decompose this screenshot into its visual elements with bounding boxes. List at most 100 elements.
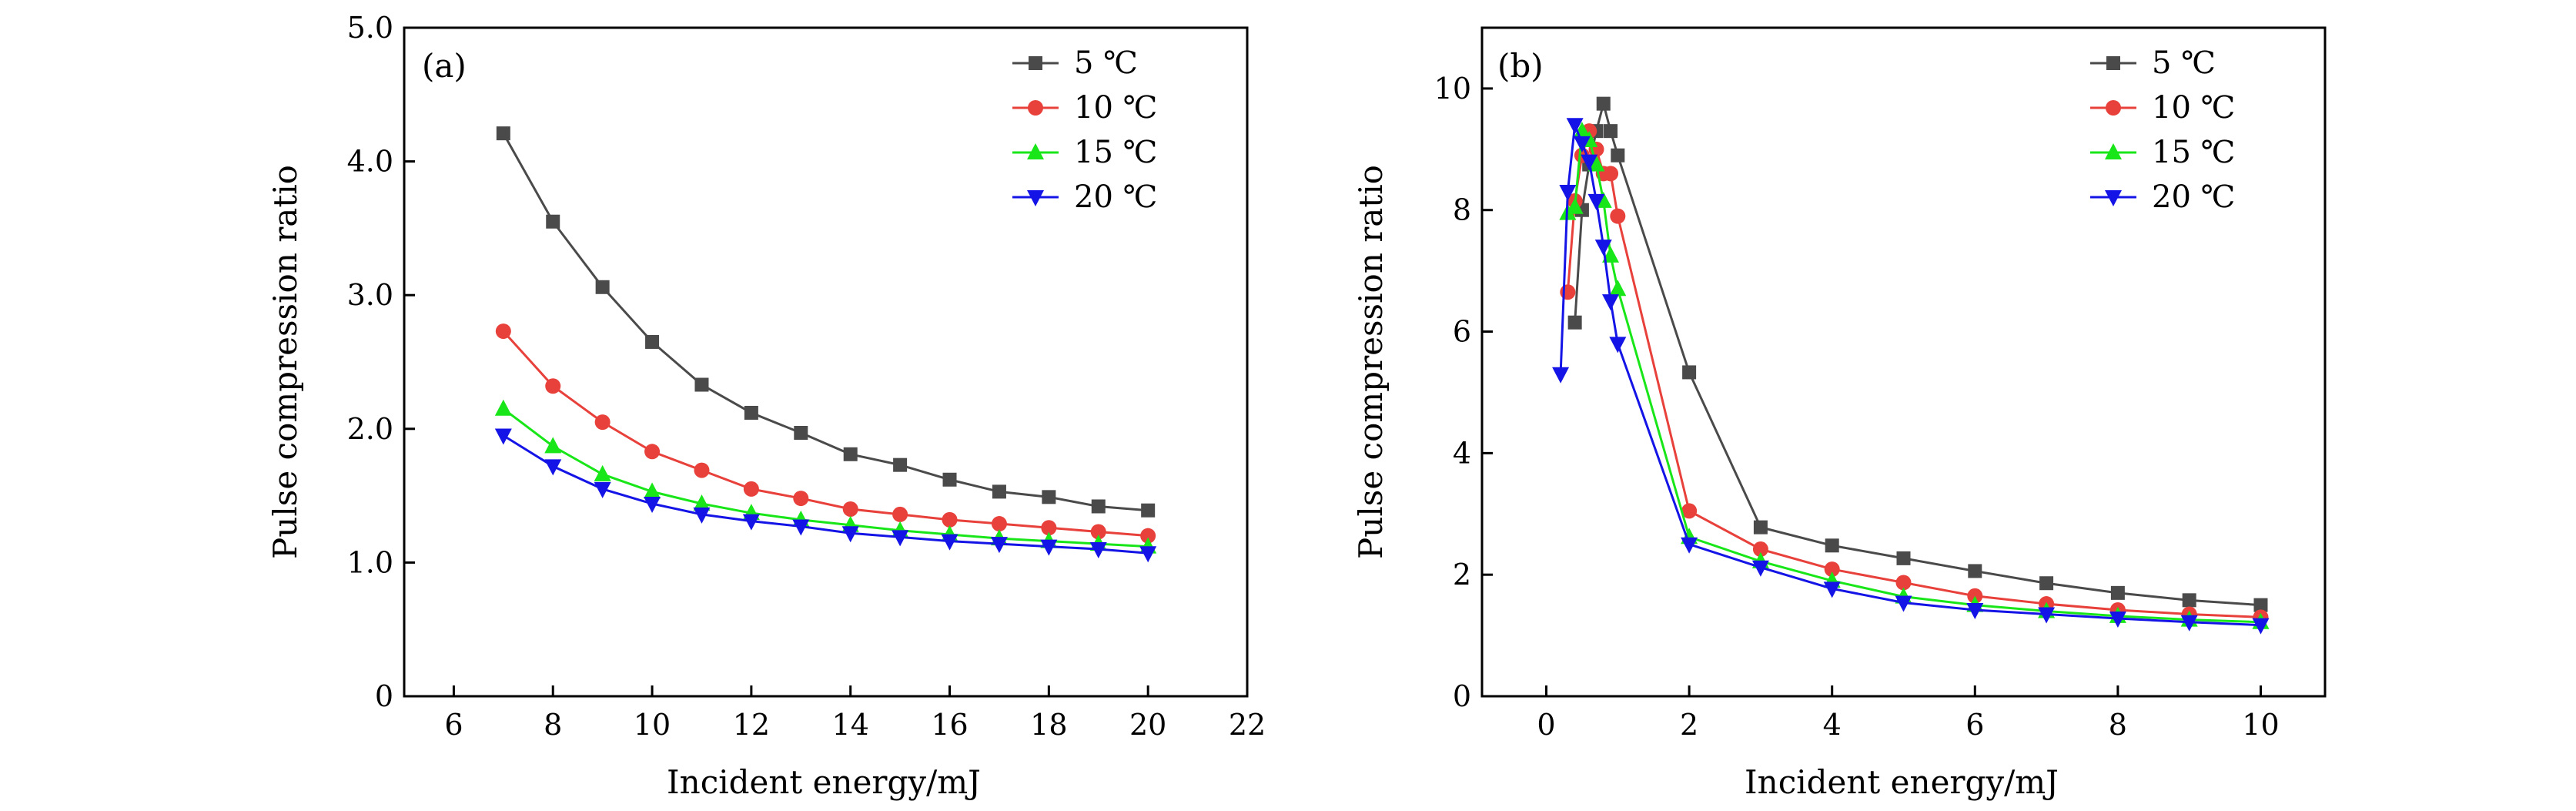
data-point [1603,166,1619,182]
data-point [1609,337,1627,354]
x-tick-label: 10 [2242,708,2279,742]
data-point [1040,539,1058,556]
legend-marker [2105,190,2122,206]
data-point [595,280,610,294]
data-point [1596,96,1611,111]
data-point [2253,598,2268,612]
data-point [1895,595,1912,612]
series-2 [495,323,1156,544]
y-tick-label: 0 [1453,679,1471,713]
data-point [2180,615,2198,632]
y-tick-label: 4 [1453,436,1471,470]
x-axis-title-a: Incident energy/mJ [667,763,981,801]
legend-item: 20 ℃ [2090,179,2235,215]
data-point [496,126,510,141]
series-line [502,330,1149,538]
data-point [743,481,759,497]
data-point [1090,524,1106,540]
data-point [1896,551,1911,565]
data-point [1587,155,1605,172]
y-axis-title-b: Pulse compression ratio [1352,165,1390,559]
legend-item: 5 ℃ [2090,45,2216,81]
legend-item: 15 ℃ [1012,135,1157,170]
data-point [843,447,858,461]
data-point [941,534,958,551]
series-4 [494,428,1157,563]
data-point [644,497,661,514]
legend-item: 5 ℃ [1012,45,1138,81]
legend-item: 10 ℃ [1012,90,1157,126]
data-point [1602,246,1620,263]
series-b [1552,96,2270,635]
x-tick-label: 10 [634,708,671,742]
data-point [1823,581,1841,598]
data-point [2109,611,2126,628]
x-tick-label: 14 [832,708,869,742]
x-tick-label: 22 [1229,708,1266,742]
data-point [2252,618,2270,635]
data-point [494,428,512,445]
data-point [1089,542,1107,559]
series-4 [1552,118,2270,635]
y-tick-label: 1.0 [347,545,393,579]
legend-marker [1029,56,1042,70]
data-point [495,323,511,340]
data-point [1041,520,1057,536]
legend-marker [2105,143,2122,159]
data-point [1566,197,1584,214]
data-point [693,494,711,511]
data-point [1753,520,1768,535]
data-point [494,399,512,416]
legend-label: 20 ℃ [2152,179,2235,215]
y-tick-label: 2.0 [347,412,393,446]
legend-label: 10 ℃ [1074,90,1157,126]
data-point [1552,367,1570,384]
legend-marker [2106,100,2121,116]
y-ticks-a: 0 1.0 2.0 3.0 4.0 5.0 [347,11,415,713]
data-point [2039,576,2054,591]
data-point [594,481,611,498]
data-point [1573,136,1591,152]
x-tick-label: 6 [444,708,463,742]
data-point [1594,240,1612,256]
data-point [1141,503,1156,518]
data-point [1966,602,1984,619]
legend-marker [1027,190,1044,206]
data-point [1604,124,1618,139]
data-point [1610,208,1626,224]
data-point [1825,538,1839,553]
data-point [694,377,709,392]
x-tick-label: 12 [733,708,770,742]
data-point [793,491,809,507]
data-point [1140,528,1156,544]
series-line [502,132,1149,512]
data-point [892,506,908,522]
data-point [841,526,859,543]
x-ticks-b: 0 2 4 6 8 10 [1537,685,2280,742]
legend-marker [1028,100,1043,116]
y-tick-label: 8 [1453,193,1471,227]
data-point [742,514,760,531]
data-point [594,414,611,431]
plot-frame-a [403,26,1249,698]
data-point [893,457,908,472]
y-tick-label: 6 [1453,315,1471,349]
data-point [1566,118,1584,135]
x-tick-label: 20 [1129,708,1166,742]
data-point [645,334,660,349]
plot-frame-b [1480,26,2327,698]
data-point [545,378,561,394]
legend-item: 20 ℃ [1012,179,1157,215]
data-point [991,516,1007,532]
data-point [1968,564,1982,578]
series-a [494,126,1157,563]
x-tick-label: 16 [931,708,968,742]
y-ticks-b: 0 2 4 6 8 10 [1434,72,1493,713]
data-point [1559,185,1577,202]
data-point [544,437,562,454]
data-point [1824,561,1840,578]
data-point [594,464,611,481]
data-point [1602,294,1620,311]
data-point [992,484,1006,499]
